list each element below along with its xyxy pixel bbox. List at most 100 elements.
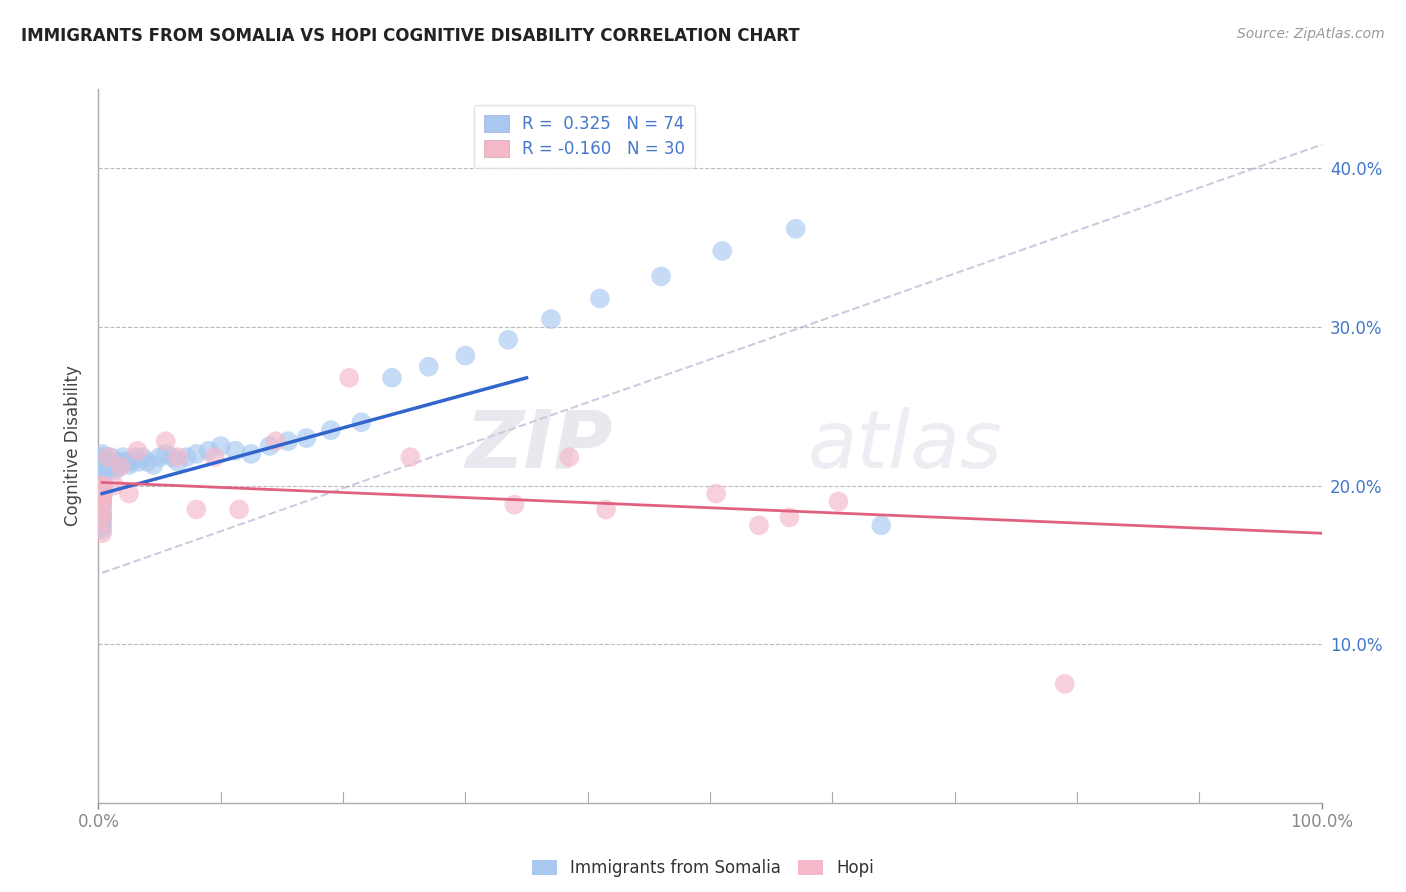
Point xyxy=(1053,677,1076,691)
Point xyxy=(91,466,114,480)
Y-axis label: Cognitive Disability: Cognitive Disability xyxy=(65,366,83,526)
Point xyxy=(127,443,149,458)
Point xyxy=(91,483,114,498)
Point xyxy=(748,518,770,533)
Point xyxy=(503,498,526,512)
Point xyxy=(91,447,114,461)
Point xyxy=(97,455,120,469)
Point xyxy=(91,498,114,512)
Legend: Immigrants from Somalia, Hopi: Immigrants from Somalia, Hopi xyxy=(526,853,880,884)
Point xyxy=(91,478,114,492)
Point xyxy=(110,455,132,469)
Point xyxy=(91,478,114,492)
Point xyxy=(91,475,114,490)
Point xyxy=(496,333,519,347)
Point xyxy=(870,518,893,533)
Point xyxy=(101,458,124,472)
Point xyxy=(91,491,114,506)
Point xyxy=(103,478,125,492)
Point xyxy=(91,518,114,533)
Point xyxy=(91,482,114,496)
Point xyxy=(589,292,612,306)
Point xyxy=(264,434,287,449)
Point xyxy=(155,434,177,449)
Point xyxy=(91,471,114,485)
Point xyxy=(650,269,672,284)
Point xyxy=(91,471,114,485)
Point xyxy=(94,455,117,469)
Point xyxy=(337,371,360,385)
Point xyxy=(91,478,114,492)
Point xyxy=(93,450,115,464)
Point xyxy=(381,371,404,385)
Point xyxy=(704,486,727,500)
Point xyxy=(711,244,734,258)
Text: ZIP: ZIP xyxy=(465,407,612,485)
Point xyxy=(595,502,617,516)
Point xyxy=(418,359,440,374)
Point xyxy=(91,514,114,528)
Point xyxy=(110,459,132,474)
Text: Source: ZipAtlas.com: Source: ZipAtlas.com xyxy=(1237,27,1385,41)
Point xyxy=(107,459,129,474)
Point xyxy=(97,450,120,464)
Point xyxy=(136,455,159,469)
Point xyxy=(100,450,122,464)
Point xyxy=(558,450,581,464)
Point xyxy=(93,459,115,474)
Text: IMMIGRANTS FROM SOMALIA VS HOPI COGNITIVE DISABILITY CORRELATION CHART: IMMIGRANTS FROM SOMALIA VS HOPI COGNITIV… xyxy=(21,27,800,45)
Point xyxy=(91,459,114,474)
Point xyxy=(98,459,121,474)
Point xyxy=(118,486,141,500)
Point xyxy=(399,450,422,464)
Point xyxy=(91,486,114,500)
Point xyxy=(350,415,373,429)
Point xyxy=(167,455,190,469)
Point xyxy=(186,502,208,516)
Point xyxy=(91,523,114,537)
Point xyxy=(155,447,177,461)
Point xyxy=(131,450,153,464)
Point xyxy=(114,455,136,469)
Point xyxy=(209,439,232,453)
Point xyxy=(540,312,562,326)
Point xyxy=(91,526,114,541)
Point xyxy=(167,450,190,464)
Point xyxy=(240,447,263,461)
Point xyxy=(204,450,226,464)
Point xyxy=(91,455,114,469)
Point xyxy=(259,439,281,453)
Text: atlas: atlas xyxy=(808,407,1002,485)
Point xyxy=(91,498,114,512)
Point xyxy=(91,502,114,516)
Point xyxy=(176,450,198,464)
Point xyxy=(160,450,183,464)
Point xyxy=(197,443,219,458)
Point xyxy=(319,423,342,437)
Point xyxy=(785,221,807,235)
Point xyxy=(277,434,299,449)
Point xyxy=(186,447,208,461)
Point xyxy=(120,455,142,469)
Point xyxy=(128,455,150,469)
Point xyxy=(104,463,127,477)
Point xyxy=(142,458,165,472)
Point xyxy=(91,450,114,464)
Point xyxy=(91,514,114,528)
Point xyxy=(228,502,250,516)
Point xyxy=(295,431,318,445)
Point xyxy=(779,510,801,524)
Point xyxy=(91,455,114,469)
Point xyxy=(111,450,134,464)
Point xyxy=(91,507,114,521)
Point xyxy=(96,463,118,477)
Point xyxy=(91,510,114,524)
Point xyxy=(118,458,141,472)
Point xyxy=(91,486,114,500)
Point xyxy=(91,494,114,508)
Point xyxy=(91,463,114,477)
Point xyxy=(224,443,246,458)
Point xyxy=(124,450,146,464)
Point xyxy=(101,455,124,469)
Point xyxy=(91,491,114,506)
